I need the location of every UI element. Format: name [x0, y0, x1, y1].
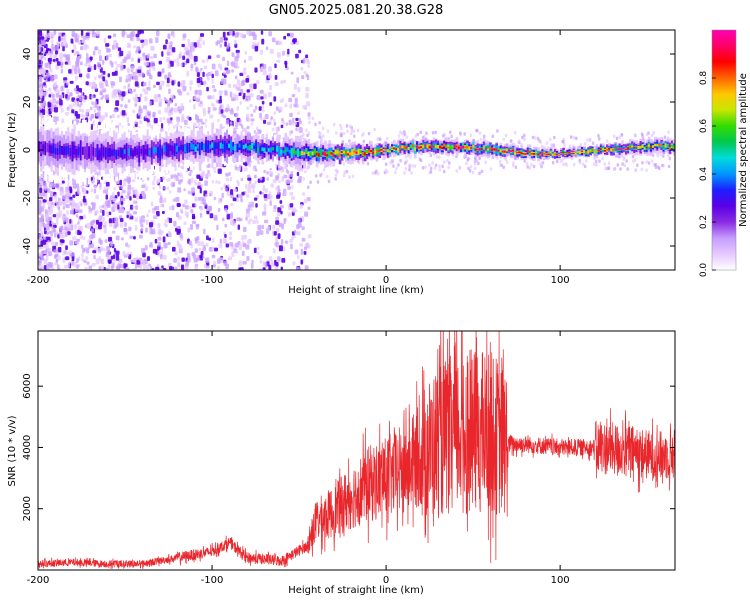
colorbar-tick-label: 0.2: [699, 215, 709, 229]
y-tick-label: 6000: [22, 373, 33, 398]
y-tick-label: 40: [22, 48, 33, 61]
colorbar-tick-label: 0.4: [699, 167, 709, 182]
colorbar-frame: [711, 29, 737, 271]
y-tick-label: 20: [22, 96, 33, 109]
snr-xlabel: Height of straight line (km): [288, 585, 424, 596]
y-tick-label: 0: [22, 147, 33, 153]
snr-ylabel: SNR (10 * v/v): [7, 415, 18, 486]
colorbar-tick-label: 0.0: [699, 263, 709, 278]
y-tick-label: -40: [22, 238, 33, 254]
x-tick-label: 100: [551, 275, 570, 286]
spectrogram-ylabel: Frequency (Hz): [7, 112, 18, 188]
snr-panel: -200 -100 0 100 2000 4000 6000 Height of strai…: [7, 330, 676, 596]
snr-plot-area: [38, 331, 675, 570]
colorbar-tick-label: 0.6: [699, 119, 709, 134]
x-tick-label: -100: [201, 575, 224, 586]
x-tick-label: -200: [27, 275, 50, 286]
colorbar: 0.0 0.2 0.4 0.6 0.8 Normalized spectral ampl…: [699, 29, 749, 278]
snr-ticks: -200 -100 0 100 2000 4000 6000: [22, 331, 675, 586]
x-tick-label: -200: [27, 575, 50, 586]
x-tick-label: 0: [383, 575, 389, 586]
y-tick-label: 4000: [22, 435, 33, 460]
figure-title: GN05.2025.081.20.38.G28: [269, 3, 444, 18]
snr-frame: [37, 330, 676, 571]
snr-series-line: [38, 331, 675, 570]
x-tick-label: 100: [551, 575, 570, 586]
x-tick-label: 0: [383, 275, 389, 286]
colorbar-ticks: 0.0 0.2 0.4 0.6 0.8: [699, 71, 716, 278]
spectrogram-heatmap: [38, 30, 675, 270]
colorbar-gradient: [712, 30, 736, 270]
y-tick-label: 2000: [22, 496, 33, 521]
x-tick-label: -100: [201, 275, 224, 286]
colorbar-label: Normalized spectral amplitude: [738, 73, 749, 227]
colorbar-tick-label: 0.8: [699, 71, 709, 86]
y-tick-label: -20: [22, 190, 33, 206]
spectrogram-xlabel: Height of straight line (km): [288, 285, 424, 296]
